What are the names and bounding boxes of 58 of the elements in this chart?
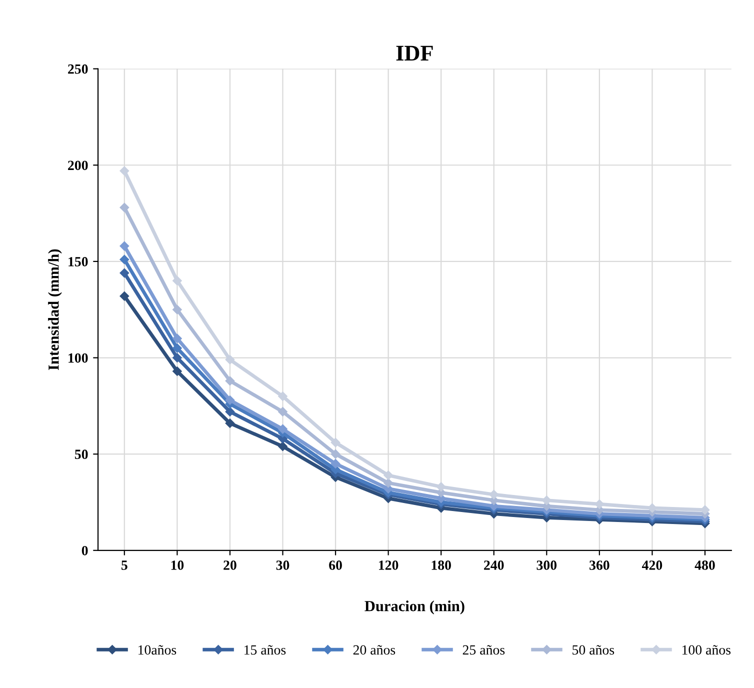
legend-label: 20 años bbox=[353, 645, 396, 655]
point bbox=[278, 424, 288, 434]
x-tick-label: 180 bbox=[432, 560, 451, 570]
chart-title: IDF bbox=[396, 46, 433, 61]
point bbox=[489, 490, 498, 500]
point bbox=[384, 470, 393, 480]
y-tick-label: 150 bbox=[68, 257, 88, 266]
x-tick-label: 20 bbox=[224, 560, 236, 570]
point bbox=[330, 449, 340, 459]
point bbox=[594, 500, 604, 509]
y-axis-title: Intensidad (mm/h) bbox=[48, 249, 62, 370]
x-tick-label: 5 bbox=[121, 560, 128, 570]
point bbox=[172, 366, 182, 376]
point bbox=[225, 396, 235, 405]
point bbox=[172, 334, 182, 344]
x-tick-label: 420 bbox=[642, 560, 662, 570]
x-tick-label: 480 bbox=[694, 560, 715, 570]
point bbox=[278, 442, 288, 451]
point bbox=[120, 268, 130, 278]
legend-label: 50 años bbox=[572, 645, 614, 655]
y-tick-label: 100 bbox=[68, 353, 88, 363]
point bbox=[278, 407, 288, 416]
x-tick-label: 360 bbox=[590, 560, 610, 570]
point bbox=[648, 503, 657, 513]
x-tick-label: 60 bbox=[329, 560, 342, 570]
point bbox=[120, 166, 130, 176]
point bbox=[700, 505, 710, 515]
point bbox=[172, 304, 182, 314]
point bbox=[330, 459, 340, 468]
point bbox=[436, 482, 446, 492]
point bbox=[278, 392, 288, 401]
point bbox=[120, 202, 130, 212]
y-tick-label: 200 bbox=[68, 160, 88, 170]
point bbox=[225, 407, 235, 416]
x-axis-title: Duracion (min) bbox=[364, 600, 464, 614]
legend-label: 25 años bbox=[462, 645, 505, 655]
point bbox=[172, 344, 182, 353]
point bbox=[225, 355, 235, 364]
x-tick-label: 240 bbox=[484, 560, 504, 570]
y-tick-label: 250 bbox=[68, 64, 88, 74]
x-tick-label: 30 bbox=[276, 560, 290, 570]
y-tick-label: 0 bbox=[82, 546, 88, 556]
x-tick-label: 10 bbox=[171, 560, 184, 570]
point bbox=[120, 241, 130, 251]
point bbox=[172, 353, 182, 362]
point bbox=[172, 276, 182, 286]
x-tick-label: 300 bbox=[536, 560, 557, 570]
point bbox=[225, 418, 235, 428]
x-tick-label: 120 bbox=[379, 560, 398, 570]
y-tick-label: 50 bbox=[74, 450, 88, 460]
point bbox=[225, 376, 235, 386]
point bbox=[384, 478, 393, 488]
legend-label: 15 años bbox=[244, 645, 286, 655]
point bbox=[120, 254, 130, 264]
legend-label: 10años bbox=[138, 645, 176, 655]
legend-label: 100 años bbox=[682, 645, 731, 655]
point bbox=[120, 291, 130, 301]
point bbox=[330, 438, 340, 448]
